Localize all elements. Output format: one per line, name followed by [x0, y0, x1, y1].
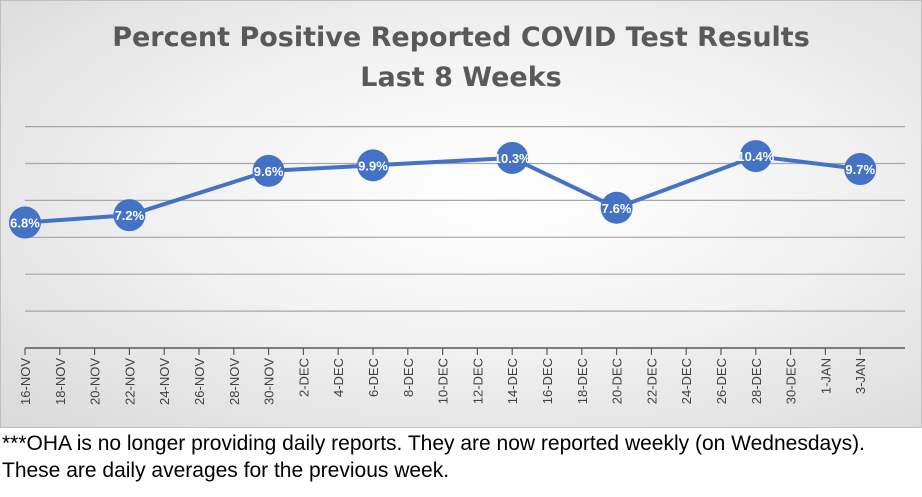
x-tick-label: 28-DEC: [749, 358, 764, 404]
data-label: 7.2%: [115, 208, 145, 223]
x-tick-label: 20-DEC: [610, 358, 625, 404]
data-labels: 6.8% 7.2% 9.6% 9.9% 10.3% 7.6% 10.4% 9.7%: [10, 149, 875, 230]
line-chart: 16-NOV 18-NOV 20-NOV 22-NOV 24-NOV 26-NOV 28-N…: [9, 125, 905, 405]
x-tick-label: 24-DEC: [679, 358, 694, 404]
x-tick-label: 24-NOV: [157, 358, 172, 405]
x-tick-label: 2-DEC: [296, 358, 311, 397]
data-point: [600, 191, 633, 224]
x-tick-label: 18-NOV: [53, 358, 68, 405]
x-tick-label: 20-NOV: [88, 358, 103, 405]
x-tick-label: 1-JAN: [818, 358, 833, 394]
data-point: [113, 199, 146, 232]
data-point: [252, 154, 285, 187]
data-label: 10.3%: [494, 151, 531, 166]
data-point: [496, 141, 529, 174]
series: [9, 140, 877, 239]
chart-area: [0, 0, 922, 428]
x-tick-label: 16-NOV: [18, 358, 33, 405]
x-tick-label: 18-DEC: [575, 358, 590, 404]
x-tick-label: 10-DEC: [436, 358, 451, 404]
footnote: ***OHA is no longer providing daily repo…: [2, 432, 865, 482]
x-axis: 16-NOV 18-NOV 20-NOV 22-NOV 24-NOV 26-NOV 28-N…: [18, 347, 905, 405]
data-label: 9.6%: [254, 164, 284, 179]
data-point: [844, 153, 877, 186]
chart-title: Percent Positive Reported COVID Test Res…: [112, 22, 810, 53]
x-tick-label: 26-DEC: [714, 358, 729, 404]
chart-subtitle: Last 8 Weeks: [360, 62, 562, 93]
data-point: [739, 140, 772, 173]
x-tick-label: 3-JAN: [853, 358, 868, 394]
data-label: 6.8%: [10, 216, 40, 231]
x-tick-label: 30-DEC: [784, 358, 799, 404]
x-tick-label: 16-DEC: [540, 358, 555, 404]
chart-title-block: Percent Positive Reported COVID Test Res…: [0, 18, 922, 98]
x-tick-label: 4-DEC: [331, 358, 346, 397]
series-line: [24, 154, 861, 225]
data-point: [9, 206, 41, 239]
data-label: 10.4%: [737, 149, 774, 164]
data-label: 9.9%: [358, 158, 388, 173]
x-tick-label: 22-DEC: [644, 358, 659, 404]
data-point: [357, 149, 389, 182]
x-tick-label: 12-DEC: [470, 358, 485, 404]
data-label: 7.6%: [602, 201, 632, 216]
x-tick-label: 22-NOV: [122, 358, 137, 405]
x-tick-label: 6-DEC: [366, 358, 381, 397]
x-tick-label: 26-NOV: [192, 358, 207, 405]
data-label: 9.7%: [845, 162, 875, 177]
x-tick-label: 8-DEC: [401, 358, 416, 397]
x-tick-label: 30-NOV: [262, 358, 277, 405]
x-tick-label: 14-DEC: [505, 358, 520, 404]
x-tick-label: 28-NOV: [227, 358, 242, 405]
